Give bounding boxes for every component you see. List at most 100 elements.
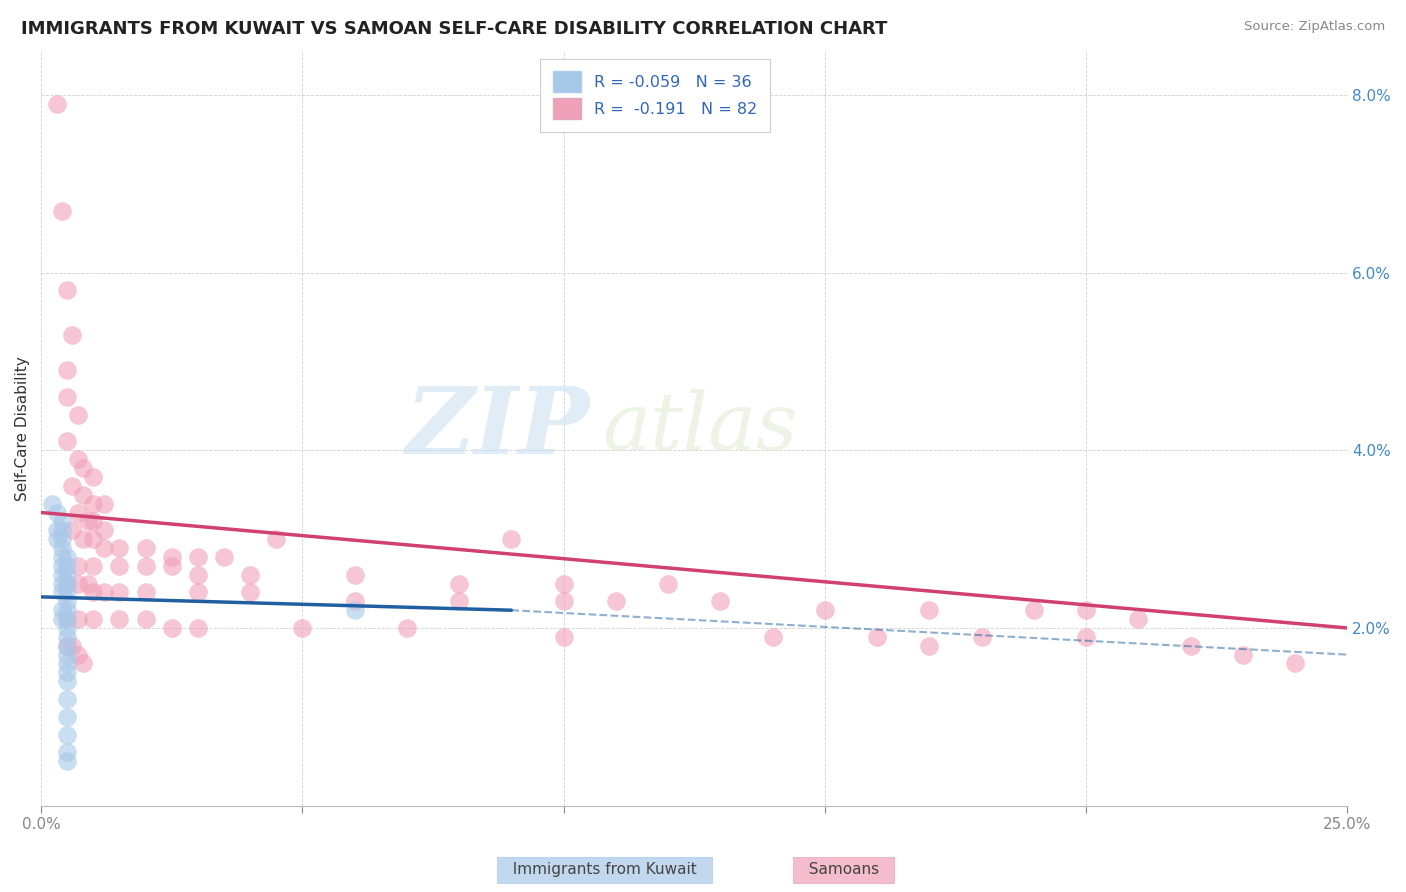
Point xyxy=(918,603,941,617)
Point xyxy=(56,674,79,689)
Point xyxy=(51,515,73,529)
Point xyxy=(62,479,84,493)
Point xyxy=(51,567,73,582)
Point xyxy=(160,558,183,573)
Point xyxy=(135,612,157,626)
Point xyxy=(66,408,89,422)
Point xyxy=(51,585,73,599)
Point xyxy=(82,612,104,626)
Point xyxy=(51,523,73,537)
Point xyxy=(866,630,889,644)
Point xyxy=(82,585,104,599)
Point xyxy=(77,576,100,591)
Point xyxy=(264,532,287,546)
Point xyxy=(56,727,79,741)
Point xyxy=(56,390,79,404)
Point xyxy=(187,585,209,599)
Point xyxy=(56,576,79,591)
Point xyxy=(160,621,183,635)
Point xyxy=(1074,630,1097,644)
Point xyxy=(108,585,131,599)
Point xyxy=(657,576,679,591)
Point xyxy=(72,488,94,502)
Point xyxy=(108,558,131,573)
Point xyxy=(160,549,183,564)
Point xyxy=(553,594,575,608)
Point xyxy=(51,612,73,626)
Point xyxy=(135,558,157,573)
Point xyxy=(56,585,79,599)
Point xyxy=(108,612,131,626)
Point xyxy=(82,497,104,511)
Point xyxy=(51,603,73,617)
Point xyxy=(62,639,84,653)
Point xyxy=(970,630,993,644)
Point xyxy=(56,621,79,635)
Point xyxy=(1232,648,1254,662)
Point xyxy=(82,470,104,484)
Point xyxy=(51,549,73,564)
Point xyxy=(56,612,79,626)
Point xyxy=(72,657,94,671)
Point xyxy=(56,648,79,662)
Legend: R = -0.059   N = 36, R =  -0.191   N = 82: R = -0.059 N = 36, R = -0.191 N = 82 xyxy=(540,59,770,132)
Point xyxy=(343,567,366,582)
Text: IMMIGRANTS FROM KUWAIT VS SAMOAN SELF-CARE DISABILITY CORRELATION CHART: IMMIGRANTS FROM KUWAIT VS SAMOAN SELF-CA… xyxy=(21,20,887,37)
Point xyxy=(66,648,89,662)
Point xyxy=(56,594,79,608)
Point xyxy=(93,541,115,555)
Point xyxy=(56,692,79,706)
Point xyxy=(605,594,627,608)
Text: Samoans: Samoans xyxy=(799,863,889,877)
Text: Immigrants from Kuwait: Immigrants from Kuwait xyxy=(503,863,706,877)
Text: Source: ZipAtlas.com: Source: ZipAtlas.com xyxy=(1244,20,1385,33)
Point xyxy=(66,558,89,573)
Point xyxy=(108,541,131,555)
Point xyxy=(187,567,209,582)
Point xyxy=(343,594,366,608)
Point xyxy=(135,585,157,599)
Point xyxy=(62,327,84,342)
Point xyxy=(501,532,523,546)
Point xyxy=(56,603,79,617)
Point xyxy=(1022,603,1045,617)
Point xyxy=(761,630,783,644)
Point xyxy=(553,630,575,644)
Point xyxy=(56,434,79,449)
Point xyxy=(1284,657,1306,671)
Point xyxy=(51,532,73,546)
Point xyxy=(56,612,79,626)
Point xyxy=(709,594,731,608)
Point xyxy=(93,497,115,511)
Point xyxy=(56,639,79,653)
Point xyxy=(93,585,115,599)
Point xyxy=(56,549,79,564)
Point xyxy=(449,594,471,608)
Point xyxy=(51,203,73,218)
Point xyxy=(56,754,79,768)
Point xyxy=(45,506,67,520)
Point xyxy=(66,612,89,626)
Point xyxy=(41,497,63,511)
Point xyxy=(56,665,79,680)
Point xyxy=(239,567,262,582)
Point xyxy=(135,541,157,555)
Point xyxy=(45,532,67,546)
Point xyxy=(553,576,575,591)
Point xyxy=(56,576,79,591)
Point xyxy=(72,461,94,475)
Point xyxy=(449,576,471,591)
Point xyxy=(56,567,79,582)
Point xyxy=(82,532,104,546)
Point xyxy=(56,363,79,377)
Point xyxy=(918,639,941,653)
Point xyxy=(239,585,262,599)
Point xyxy=(56,745,79,759)
Point xyxy=(343,603,366,617)
Point xyxy=(51,541,73,555)
Text: atlas: atlas xyxy=(603,390,799,467)
Point xyxy=(1128,612,1150,626)
Point xyxy=(82,558,104,573)
Point xyxy=(66,506,89,520)
Text: ZIP: ZIP xyxy=(405,384,589,473)
